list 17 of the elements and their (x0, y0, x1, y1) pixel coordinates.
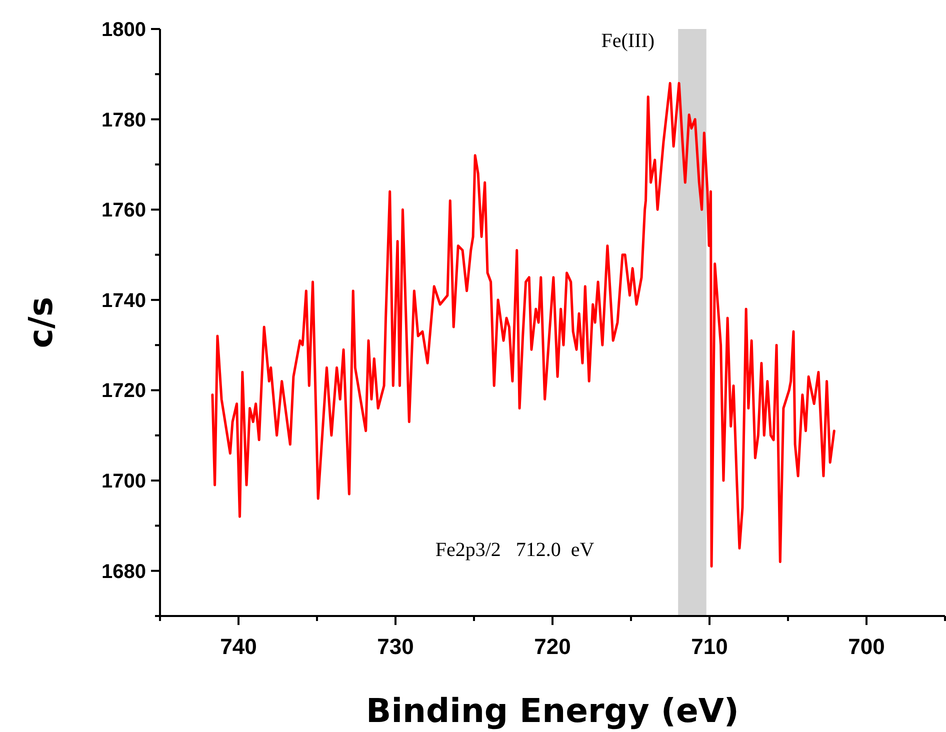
x-tick-label: 700 (848, 634, 885, 659)
annotation: Fe(III) (601, 30, 655, 52)
annotation: Fe2p3/2 712.0 eV (435, 539, 595, 562)
x-tick-label: 710 (691, 634, 728, 659)
y-tick-label: 1800 (102, 19, 146, 41)
x-tick-label: 730 (377, 634, 414, 659)
x-axis-title: Binding Energy (eV) (366, 691, 739, 730)
y-axis-title: c/s (21, 296, 60, 348)
line-series (211, 82, 836, 568)
x-tick-label: 740 (220, 634, 257, 659)
y-tick-label: 1760 (102, 200, 146, 222)
y-tick-label: 1780 (102, 109, 146, 132)
y-tick-label: 1680 (102, 560, 146, 583)
y-tick-label: 1720 (102, 380, 146, 402)
y-tick-label: 1700 (102, 470, 146, 493)
y-tick-label: 1740 (102, 290, 146, 312)
x-tick-label: 720 (534, 634, 571, 659)
